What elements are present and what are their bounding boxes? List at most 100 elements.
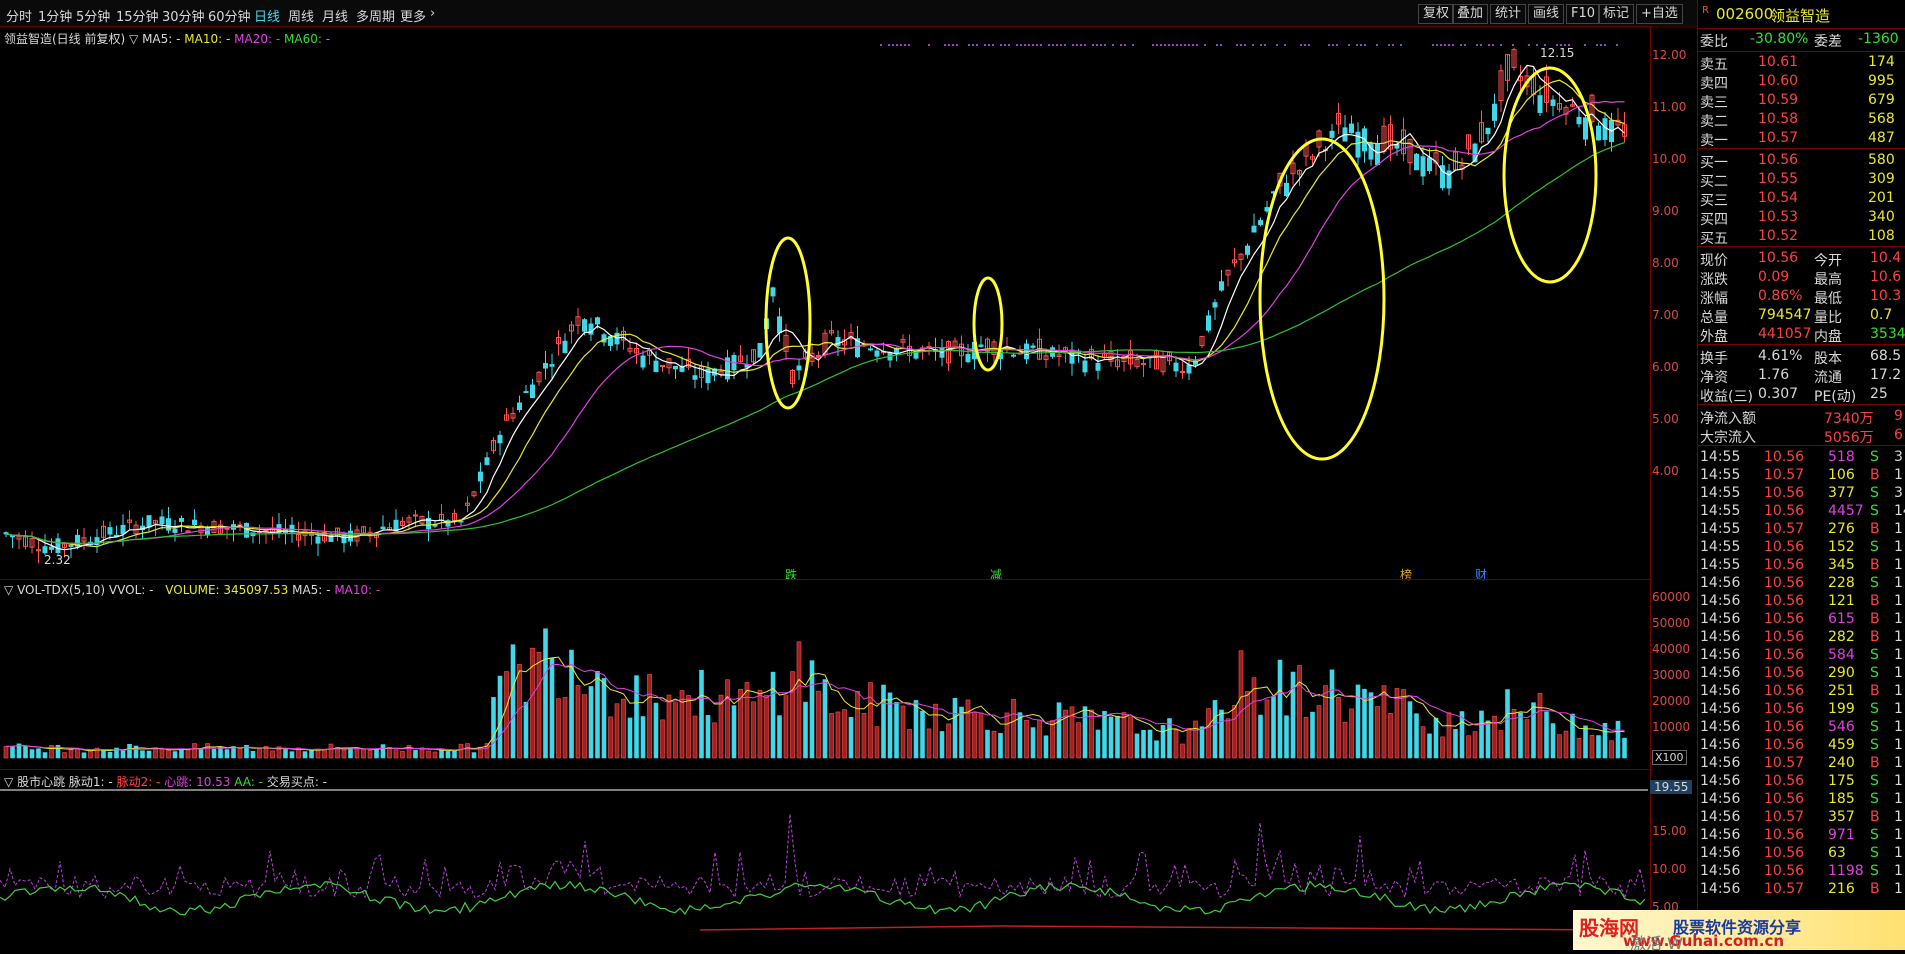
volume-bar bbox=[1329, 669, 1335, 759]
volume-bar bbox=[874, 726, 880, 759]
candle-body bbox=[627, 347, 633, 352]
tab-weekly[interactable]: 周线 bbox=[288, 10, 315, 25]
stat2-row-cell: 净资 bbox=[1700, 370, 1728, 386]
tab-1min[interactable]: 1分钟 bbox=[38, 10, 73, 25]
candle-body bbox=[1245, 245, 1250, 255]
heartbeat-panel[interactable]: ▽ 股市心跳 脉动1: - 脉动2: - 心跳: 10.53 AA: - 交易买… bbox=[0, 769, 1650, 951]
signal-dot bbox=[1084, 44, 1086, 46]
signal-dot bbox=[1616, 44, 1618, 46]
event-marker[interactable]: 跌 bbox=[785, 568, 798, 582]
tick-row: 14:56 10.56 228 S 1 bbox=[1698, 574, 1905, 593]
highlight-ellipse bbox=[1258, 137, 1386, 461]
vol-ma5-label: MA5: - bbox=[292, 583, 331, 597]
tick-row-cell: 10.56 bbox=[1764, 449, 1805, 465]
volume-bar bbox=[146, 750, 152, 759]
volume-bar bbox=[699, 669, 704, 759]
candle-body bbox=[1310, 156, 1315, 160]
volume-bar bbox=[1576, 737, 1582, 759]
candle-body bbox=[445, 520, 451, 527]
candle-body bbox=[868, 348, 873, 351]
flow-row-cell: 6 bbox=[1894, 427, 1903, 443]
tick-row: 14:55 10.56 518 S 3 bbox=[1698, 448, 1905, 467]
volume-bar bbox=[562, 697, 568, 759]
candlestick-panel[interactable]: 领益智造(日线 前复权) ▽ MA5: - MA10: - MA20: - MA… bbox=[0, 26, 1650, 580]
candle-body bbox=[315, 536, 321, 544]
volume-bar bbox=[335, 746, 340, 759]
volume-bar bbox=[237, 747, 243, 759]
candle-body bbox=[796, 365, 802, 371]
candle-body bbox=[1485, 127, 1491, 135]
candle-body bbox=[1537, 95, 1543, 113]
tick-row-cell: 1 bbox=[1894, 665, 1903, 681]
stat-row: 总量 794547 量比 0.7 bbox=[1698, 306, 1905, 326]
tab-30min[interactable]: 30分钟 bbox=[162, 10, 205, 25]
volume-bar bbox=[1459, 711, 1465, 759]
candle-body bbox=[1576, 116, 1582, 125]
bid-row-cell: 买二 bbox=[1700, 174, 1728, 190]
tab-monthly[interactable]: 月线 bbox=[322, 10, 349, 25]
tab-more[interactable]: 更多 bbox=[400, 10, 427, 25]
volume-bar bbox=[3, 746, 9, 759]
vol-ma10-line bbox=[5, 663, 1625, 751]
signal-dot bbox=[1448, 44, 1450, 46]
tab-fenshi[interactable]: 分时 bbox=[6, 10, 33, 25]
tick-row: 14:56 10.56 185 S 1 bbox=[1698, 790, 1905, 809]
event-marker[interactable]: 减 bbox=[990, 568, 1003, 582]
add-watchlist-button[interactable]: +自选 bbox=[1636, 4, 1683, 24]
signal-dot bbox=[1000, 44, 1002, 46]
tab-multi-period[interactable]: 多周期 bbox=[356, 10, 396, 25]
candle-body bbox=[244, 522, 249, 538]
signal-dot bbox=[1332, 44, 1334, 46]
volume-bar bbox=[933, 703, 938, 759]
activate-windows-text: 激活 W bbox=[1630, 934, 1683, 953]
volume-chart[interactable] bbox=[0, 598, 1648, 766]
candle-body bbox=[777, 316, 782, 334]
tick-row-cell: 185 bbox=[1828, 791, 1855, 807]
stats-button[interactable]: 统计 bbox=[1490, 4, 1527, 24]
candle-body bbox=[36, 549, 41, 552]
heartbeat-chart[interactable] bbox=[0, 788, 1648, 950]
candle-body bbox=[504, 414, 509, 421]
volume-bar bbox=[198, 749, 204, 759]
signal-dot bbox=[1308, 44, 1310, 46]
tab-15min[interactable]: 15分钟 bbox=[116, 10, 159, 25]
draw-line-button[interactable]: 画线 bbox=[1528, 4, 1565, 24]
tick-row-cell: S bbox=[1870, 485, 1879, 501]
volume-bar bbox=[127, 744, 132, 759]
candle-body bbox=[1173, 362, 1179, 372]
volume-bar bbox=[1407, 701, 1413, 759]
candle-body bbox=[1134, 358, 1140, 368]
tab-5min[interactable]: 5分钟 bbox=[76, 10, 111, 25]
stock-name: 领益智造 bbox=[1770, 7, 1831, 25]
volume-bar bbox=[1479, 710, 1484, 759]
tick-row: 14:56 10.57 216 B 1 bbox=[1698, 880, 1905, 899]
tick-row: 14:56 10.56 199 S 1 bbox=[1698, 700, 1905, 719]
tick-row-cell: B bbox=[1870, 557, 1880, 573]
tick-row-cell: 175 bbox=[1828, 773, 1855, 789]
volume-bar bbox=[764, 695, 769, 759]
fuquan-button[interactable]: 复权 bbox=[1418, 4, 1455, 24]
event-marker[interactable]: 榜 bbox=[1400, 568, 1413, 582]
candle-body bbox=[81, 537, 87, 542]
candle-body bbox=[153, 520, 158, 524]
volume-bar bbox=[647, 674, 652, 759]
price-chart[interactable] bbox=[0, 40, 1648, 575]
tick-row-cell: 10.57 bbox=[1764, 755, 1805, 771]
overlay-button[interactable]: 叠加 bbox=[1452, 4, 1489, 24]
mark-button[interactable]: 标记 bbox=[1598, 4, 1635, 24]
candle-body bbox=[1407, 138, 1413, 164]
candle-body bbox=[1440, 165, 1445, 189]
tab-daily[interactable]: 日线 bbox=[254, 10, 281, 25]
volume-bar bbox=[42, 752, 48, 759]
volume-bar bbox=[94, 747, 100, 759]
volume-bar bbox=[458, 743, 464, 759]
event-marker[interactable]: 财 bbox=[1475, 568, 1488, 582]
volume-bar bbox=[1102, 710, 1107, 759]
volume-bar bbox=[1563, 730, 1569, 759]
signal-dot bbox=[948, 44, 950, 46]
f10-button[interactable]: F10 bbox=[1566, 4, 1601, 24]
volume-bar bbox=[1037, 719, 1042, 759]
tab-60min[interactable]: 60分钟 bbox=[208, 10, 251, 25]
volume-panel[interactable]: ▽ VOL-TDX(5,10) VVOL: - VOLUME: 345097.5… bbox=[0, 579, 1650, 770]
